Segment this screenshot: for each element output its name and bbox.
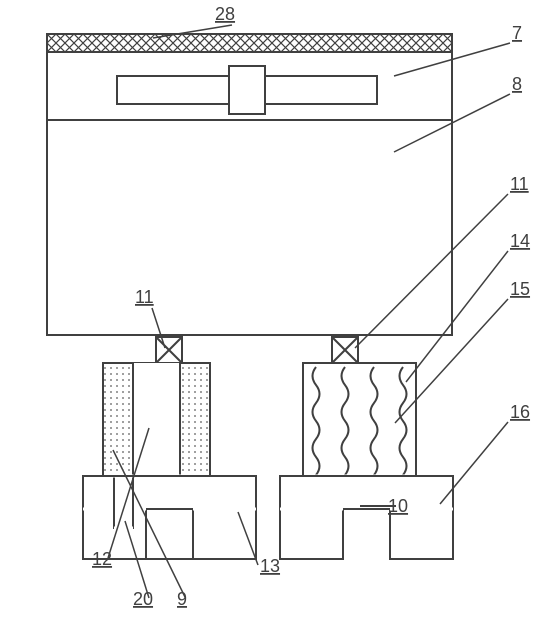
label-13: 13 [260,556,280,576]
label-8: 8 [512,74,522,94]
label-10: 10 [388,496,408,516]
label-11l: 11 [135,287,154,307]
label-15: 15 [510,279,530,299]
slot-hub [229,66,265,114]
label-20: 20 [133,589,153,609]
label-11r: 11 [510,174,529,194]
label-7: 7 [512,23,522,43]
label-9: 9 [177,589,187,609]
leader-line [440,422,508,504]
crosshatch-strip [47,34,452,52]
right-base-top [280,476,453,509]
label-12: 12 [92,549,112,569]
technical-diagram: 28 7 8 11 14 15 16 10 11 12 20 9 13 [0,0,556,631]
label-28: 28 [215,4,235,24]
label-16: 16 [510,402,530,422]
label-14: 14 [510,231,530,251]
